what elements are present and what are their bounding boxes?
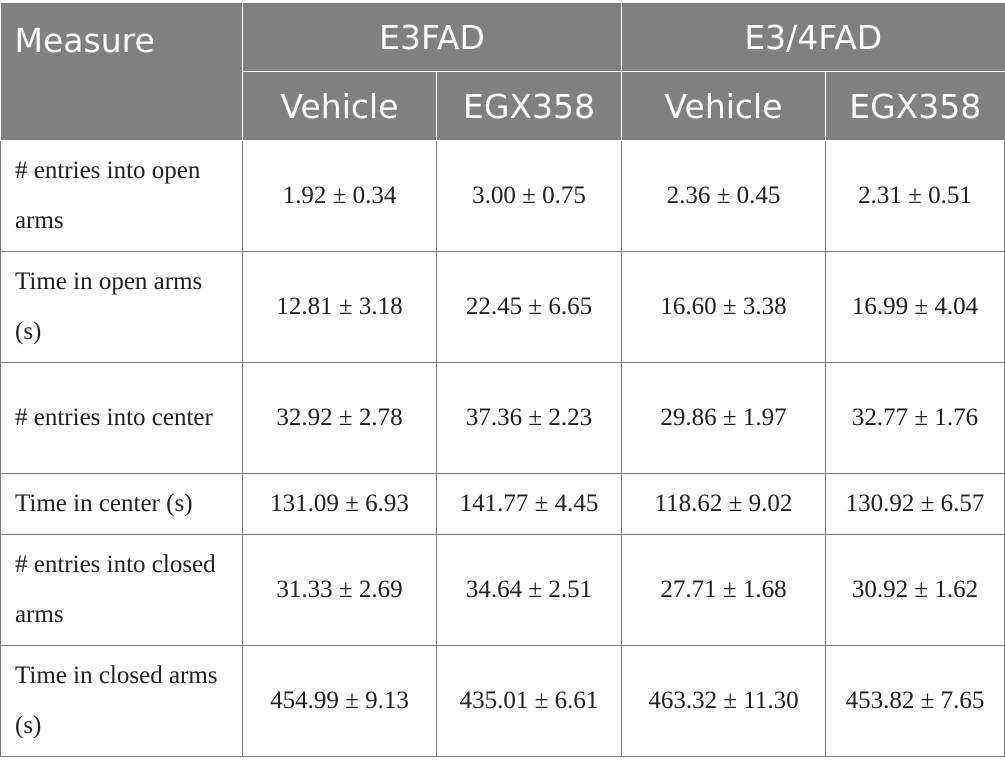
table-cell: 454.99 ± 9.13 bbox=[242, 645, 437, 757]
row-label: # entries into center bbox=[0, 362, 243, 474]
row-label: Time in center (s) bbox=[0, 473, 243, 535]
row-label: Time in closed arms (s) bbox=[0, 645, 243, 757]
row-label: Time in open arms (s) bbox=[0, 251, 243, 363]
subheader-e34fad-vehicle: Vehicle bbox=[621, 71, 827, 141]
table-cell: 435.01 ± 6.61 bbox=[435, 645, 623, 757]
header-row-groups: Measure E3FAD E3/4FAD bbox=[0, 3, 1005, 141]
group-header-e34fad: E3/4FAD bbox=[621, 3, 1005, 72]
table-cell: 463.32 ± 11.30 bbox=[621, 645, 827, 757]
table-cell: 31.33 ± 2.69 bbox=[242, 534, 437, 646]
table-cell: 12.81 ± 3.18 bbox=[242, 251, 437, 363]
row-label: # entries into open arms bbox=[0, 140, 243, 252]
table-cell: 29.86 ± 1.97 bbox=[621, 362, 827, 474]
table-cell: 16.60 ± 3.38 bbox=[621, 251, 827, 363]
results-table: Measure E3FAD E3/4FAD Vehicle EGX358 Veh… bbox=[0, 3, 1005, 757]
table-cell: 22.45 ± 6.65 bbox=[435, 251, 623, 363]
subheader-e3fad-vehicle: Vehicle bbox=[242, 71, 437, 141]
table-cell: 2.36 ± 0.45 bbox=[621, 140, 827, 252]
table-cell: 1.92 ± 0.34 bbox=[242, 140, 437, 252]
table-cell: 37.36 ± 2.23 bbox=[435, 362, 623, 474]
table-cell: 27.71 ± 1.68 bbox=[621, 534, 827, 646]
table-row: # entries into closed arms 31.33 ± 2.69 … bbox=[0, 534, 1005, 646]
table-cell: 32.77 ± 1.76 bbox=[825, 362, 1005, 474]
table-cell: 34.64 ± 2.51 bbox=[435, 534, 623, 646]
table-cell: 16.99 ± 4.04 bbox=[825, 251, 1005, 363]
table-cell: 130.92 ± 6.57 bbox=[825, 473, 1005, 535]
table-row: # entries into center 32.92 ± 2.78 37.36… bbox=[0, 362, 1005, 474]
subheader-e34fad-egx358: EGX358 bbox=[825, 71, 1005, 141]
table-cell: 453.82 ± 7.65 bbox=[825, 645, 1005, 757]
table-cell: 32.92 ± 2.78 bbox=[242, 362, 437, 474]
table-row: Time in center (s) 131.09 ± 6.93 141.77 … bbox=[0, 473, 1005, 535]
table-cell: 3.00 ± 0.75 bbox=[435, 140, 623, 252]
subheader-e3fad-egx358: EGX358 bbox=[435, 71, 623, 141]
table-cell: 118.62 ± 9.02 bbox=[621, 473, 827, 535]
header-row-treatments: Vehicle EGX358 Vehicle EGX358 bbox=[1, 71, 1005, 141]
group-header-e3fad: E3FAD bbox=[241, 3, 623, 72]
table-cell: 131.09 ± 6.93 bbox=[242, 473, 437, 535]
table-cell: 30.92 ± 1.62 bbox=[825, 534, 1005, 646]
measure-header: Measure bbox=[0, 3, 243, 141]
table-row: # entries into open arms 1.92 ± 0.34 3.0… bbox=[0, 140, 1005, 252]
row-label: # entries into closed arms bbox=[0, 534, 243, 646]
table-cell: 141.77 ± 4.45 bbox=[435, 473, 623, 535]
table-row: Time in open arms (s) 12.81 ± 3.18 22.45… bbox=[0, 251, 1005, 363]
table-cell: 2.31 ± 0.51 bbox=[825, 140, 1005, 252]
table-row: Time in closed arms (s) 454.99 ± 9.13 43… bbox=[0, 645, 1005, 757]
